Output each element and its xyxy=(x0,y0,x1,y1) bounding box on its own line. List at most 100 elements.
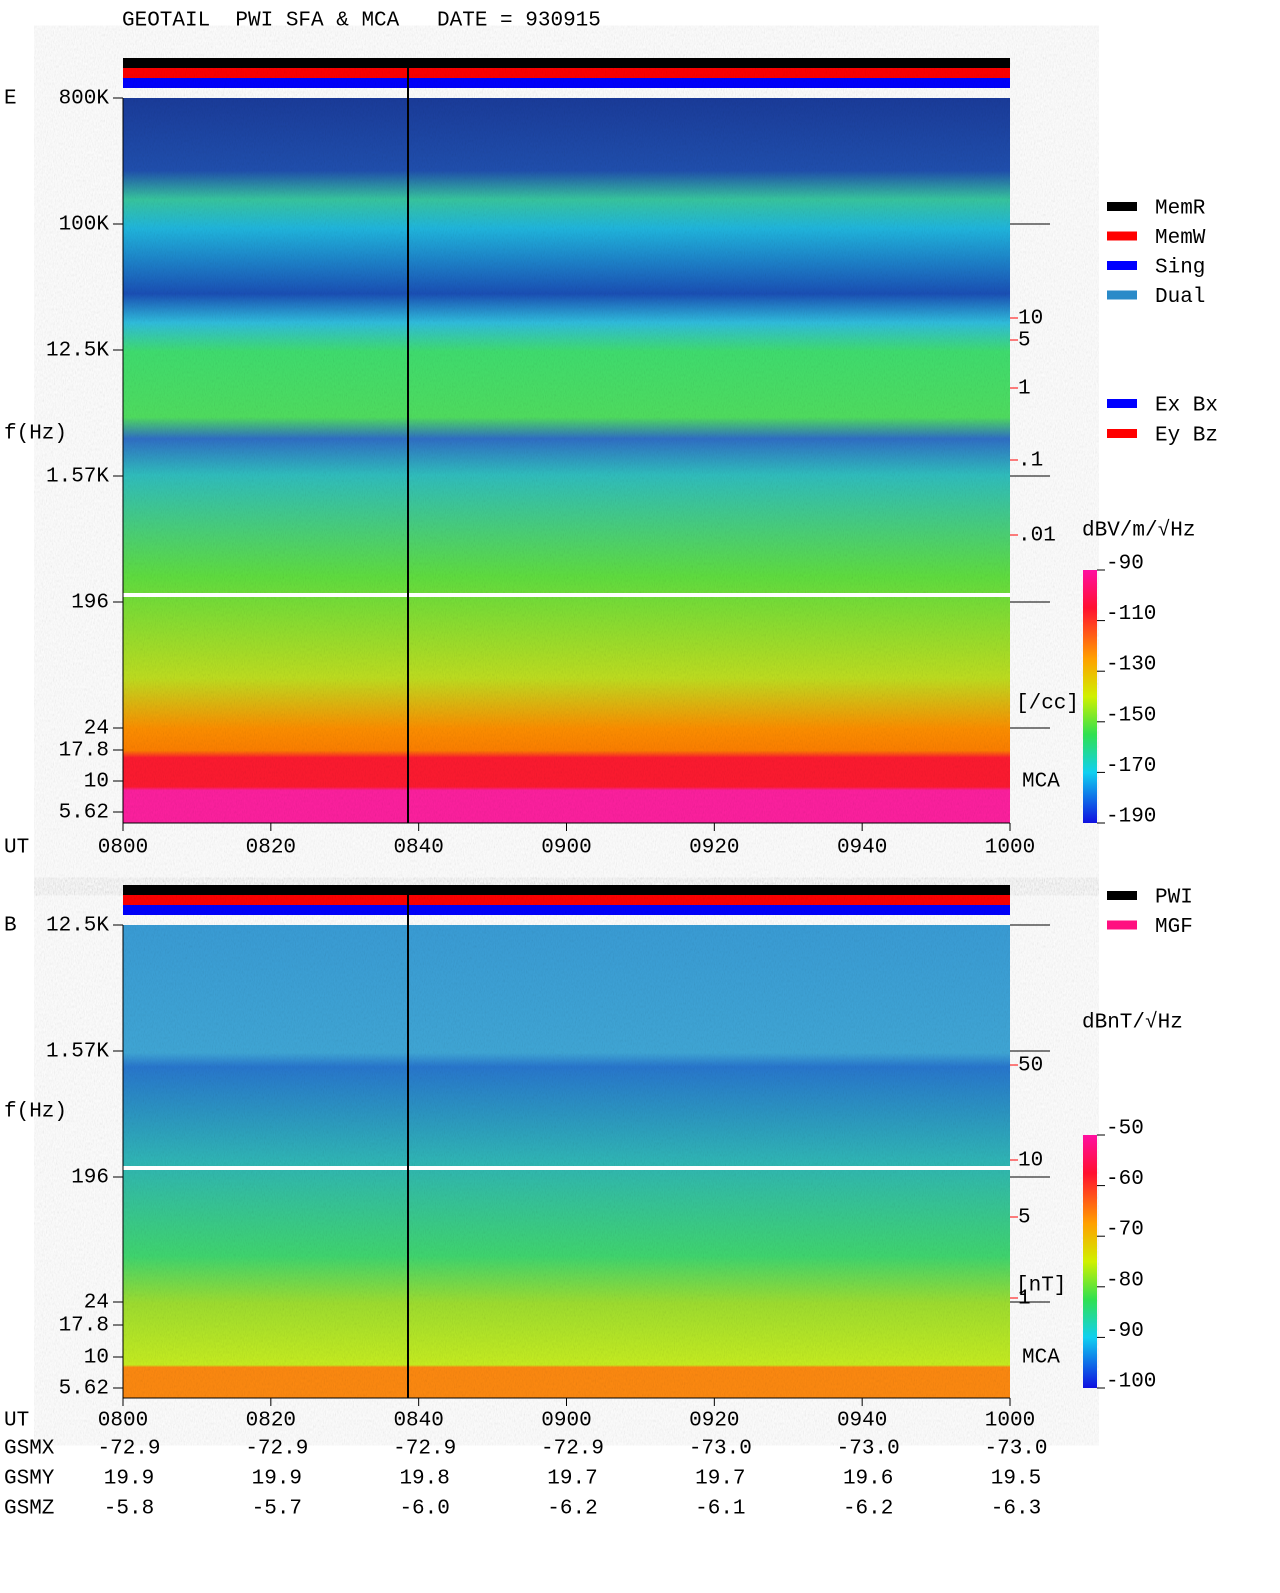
panel-label: B xyxy=(4,915,17,938)
colorbar-tick-label: -130 xyxy=(1106,654,1156,677)
freq-tick-label: 12.5K xyxy=(46,915,109,938)
time-tick-label: 0900 xyxy=(541,837,591,860)
freq-tick-label: 24 xyxy=(84,718,109,741)
time-tick-label: 0940 xyxy=(837,1410,887,1433)
freq-tick-label: 196 xyxy=(71,592,109,615)
legend-label: MemW xyxy=(1155,227,1206,250)
orbit-value: -6.1 xyxy=(695,1498,745,1521)
mca-label: MCA xyxy=(1022,1347,1060,1370)
colorbar-unit: dBV/m/√Hz xyxy=(1082,519,1195,543)
orbit-label: GSMY xyxy=(4,1468,55,1491)
orbit-value: -6.2 xyxy=(547,1498,597,1521)
freq-tick-label: 100K xyxy=(59,214,110,237)
legend-label: MGF xyxy=(1155,916,1193,939)
legend-swatch xyxy=(1107,202,1137,211)
colorbar-tick-label: -80 xyxy=(1106,1269,1144,1292)
right-scale-label: 5 xyxy=(1018,1207,1031,1230)
legend-label: MemR xyxy=(1155,198,1206,221)
freq-tick-label: 17.8 xyxy=(59,740,109,763)
orbit-value: -6.2 xyxy=(843,1498,893,1521)
colorbar-unit: dBnT/√Hz xyxy=(1082,1011,1183,1035)
spectrogram-texture xyxy=(123,98,1010,823)
time-tick-label: 0920 xyxy=(689,837,739,860)
legend-label: Dual xyxy=(1155,286,1205,309)
legend-swatch xyxy=(1107,920,1137,930)
orbit-label: GSMX xyxy=(4,1438,55,1461)
legend-label: PWI xyxy=(1155,887,1193,910)
orbit-label: GSMZ xyxy=(4,1498,54,1521)
colorbar xyxy=(1083,570,1097,823)
orbit-value: -73.0 xyxy=(689,1438,752,1461)
freq-tick-label: 800K xyxy=(59,88,110,111)
colorbar-tick-label: -190 xyxy=(1106,806,1156,829)
status-bar xyxy=(123,78,1010,88)
time-tick-label: 0840 xyxy=(393,837,443,860)
orbit-value: -72.9 xyxy=(97,1438,160,1461)
orbit-value: -72.9 xyxy=(245,1438,308,1461)
orbit-value: -72.9 xyxy=(541,1438,604,1461)
freq-tick-label: 196 xyxy=(71,1167,109,1190)
freq-tick-label: 5.62 xyxy=(59,1378,109,1401)
colorbar-tick-label: -150 xyxy=(1106,704,1156,727)
right-scale-unit: [nT] xyxy=(1016,1275,1066,1298)
right-scale-label: .1 xyxy=(1018,450,1043,473)
legend-swatch xyxy=(1107,290,1137,300)
colorbar xyxy=(1083,1135,1097,1388)
legend-swatch xyxy=(1107,231,1137,241)
right-scale-unit: [/cc] xyxy=(1016,693,1079,716)
title: GEOTAIL PWI SFA & MCA DATE = 930915 xyxy=(122,10,601,33)
freq-tick-label: 1.57K xyxy=(46,466,109,489)
freq-tick-label: 17.8 xyxy=(59,1315,109,1338)
y-label: f(Hz) xyxy=(4,1101,67,1124)
legend-swatch xyxy=(1107,429,1137,438)
colorbar-tick-label: -90 xyxy=(1106,553,1144,576)
time-tick-label: 0900 xyxy=(541,1410,591,1433)
colorbar-tick-label: -170 xyxy=(1106,755,1156,778)
time-tick-label: 0920 xyxy=(689,1410,739,1433)
orbit-value: -6.0 xyxy=(399,1498,449,1521)
freq-tick-label: 10 xyxy=(84,771,109,794)
status-bar xyxy=(123,895,1010,905)
y-label: f(Hz) xyxy=(4,423,67,446)
freq-tick-label: 1.57K xyxy=(46,1041,109,1064)
legend-swatch xyxy=(1107,261,1137,270)
time-tick-label: 0840 xyxy=(393,1410,443,1433)
panel-label: E xyxy=(4,88,17,111)
time-tick-label: 0940 xyxy=(837,837,887,860)
legend-label: Sing xyxy=(1155,257,1205,280)
orbit-value: 19.7 xyxy=(695,1468,745,1491)
spectrogram-texture xyxy=(123,925,1010,1398)
freq-tick-label: 5.62 xyxy=(59,802,109,825)
colorbar-tick-label: -50 xyxy=(1106,1118,1144,1141)
orbit-value: 19.9 xyxy=(252,1468,302,1491)
right-scale-label: 1 xyxy=(1018,1288,1031,1311)
orbit-value: 19.8 xyxy=(399,1468,449,1491)
status-bar xyxy=(123,58,1010,68)
time-tick-label: 1000 xyxy=(985,837,1035,860)
right-scale-label: 50 xyxy=(1018,1055,1043,1078)
status-bar xyxy=(123,885,1010,895)
right-scale-label: .01 xyxy=(1018,525,1056,548)
time-label: UT xyxy=(4,1410,29,1433)
time-label: UT xyxy=(4,837,29,860)
time-tick-label: 0800 xyxy=(98,1410,148,1433)
colorbar-tick-label: -100 xyxy=(1106,1371,1156,1394)
freq-tick-label: 24 xyxy=(84,1292,109,1315)
colorbar-tick-label: -60 xyxy=(1106,1168,1144,1191)
orbit-value: 19.6 xyxy=(843,1468,893,1491)
orbit-value: -73.0 xyxy=(984,1438,1047,1461)
right-scale-label: 5 xyxy=(1018,330,1031,353)
time-tick-label: 0800 xyxy=(98,837,148,860)
time-tick-label: 1000 xyxy=(985,1410,1035,1433)
orbit-value: -5.7 xyxy=(252,1498,302,1521)
legend-label: Ey Bz xyxy=(1155,425,1218,448)
status-bar xyxy=(123,68,1010,78)
orbit-value: -6.3 xyxy=(991,1498,1041,1521)
time-tick-label: 0820 xyxy=(246,1410,296,1433)
legend-label: Ex Bx xyxy=(1155,395,1218,418)
freq-tick-label: 10 xyxy=(84,1347,109,1370)
right-scale-label: 1 xyxy=(1018,378,1031,401)
orbit-value: -72.9 xyxy=(393,1438,456,1461)
status-bar xyxy=(123,905,1010,915)
